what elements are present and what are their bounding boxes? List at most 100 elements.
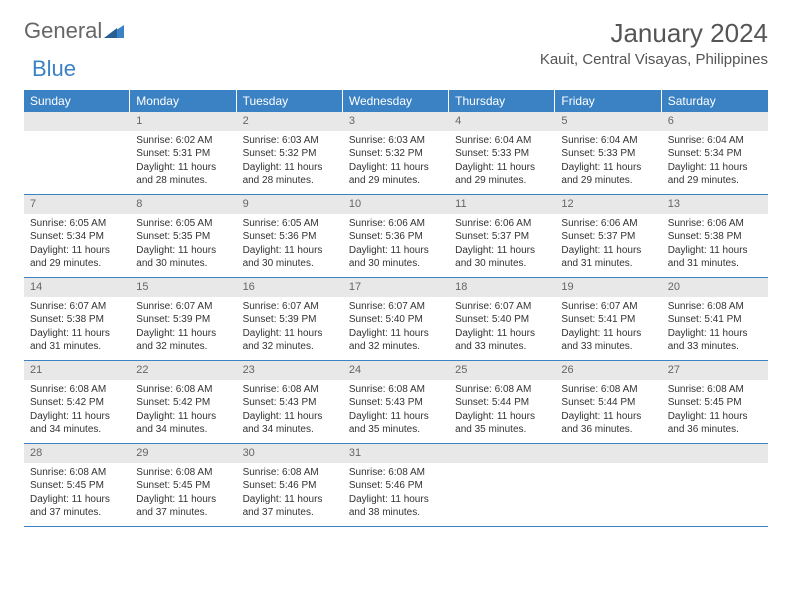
daylight-text: Daylight: 11 hours and 28 minutes. (243, 161, 337, 188)
daylight-text: Daylight: 11 hours and 28 minutes. (136, 161, 230, 188)
day-cell: 16Sunrise: 6:07 AMSunset: 5:39 PMDayligh… (237, 278, 343, 360)
sunset-text: Sunset: 5:36 PM (349, 230, 443, 244)
sunset-text: Sunset: 5:44 PM (561, 396, 655, 410)
sunset-text: Sunset: 5:46 PM (243, 479, 337, 493)
sunrise-text: Sunrise: 6:08 AM (30, 466, 124, 480)
day-content: Sunrise: 6:08 AMSunset: 5:45 PMDaylight:… (130, 463, 236, 524)
day-number (662, 444, 768, 463)
day-number: 13 (662, 195, 768, 214)
sunrise-text: Sunrise: 6:08 AM (668, 383, 762, 397)
day-number: 3 (343, 112, 449, 131)
day-cell: 21Sunrise: 6:08 AMSunset: 5:42 PMDayligh… (24, 361, 130, 443)
day-cell: 3Sunrise: 6:03 AMSunset: 5:32 PMDaylight… (343, 112, 449, 194)
sunrise-text: Sunrise: 6:06 AM (349, 217, 443, 231)
day-number: 10 (343, 195, 449, 214)
daylight-text: Daylight: 11 hours and 29 minutes. (30, 244, 124, 271)
day-content: Sunrise: 6:07 AMSunset: 5:40 PMDaylight:… (449, 297, 555, 358)
day-content: Sunrise: 6:04 AMSunset: 5:33 PMDaylight:… (449, 131, 555, 192)
day-content: Sunrise: 6:06 AMSunset: 5:37 PMDaylight:… (449, 214, 555, 275)
day-cell: 11Sunrise: 6:06 AMSunset: 5:37 PMDayligh… (449, 195, 555, 277)
sunrise-text: Sunrise: 6:07 AM (30, 300, 124, 314)
sunrise-text: Sunrise: 6:07 AM (455, 300, 549, 314)
sunset-text: Sunset: 5:36 PM (243, 230, 337, 244)
day-cell: 17Sunrise: 6:07 AMSunset: 5:40 PMDayligh… (343, 278, 449, 360)
sunset-text: Sunset: 5:43 PM (349, 396, 443, 410)
day-number (449, 444, 555, 463)
day-content: Sunrise: 6:04 AMSunset: 5:33 PMDaylight:… (555, 131, 661, 192)
day-content: Sunrise: 6:05 AMSunset: 5:36 PMDaylight:… (237, 214, 343, 275)
sunset-text: Sunset: 5:40 PM (455, 313, 549, 327)
sunset-text: Sunset: 5:37 PM (455, 230, 549, 244)
day-cell: 19Sunrise: 6:07 AMSunset: 5:41 PMDayligh… (555, 278, 661, 360)
day-number: 2 (237, 112, 343, 131)
day-number: 14 (24, 278, 130, 297)
day-number: 18 (449, 278, 555, 297)
sunset-text: Sunset: 5:44 PM (455, 396, 549, 410)
sunset-text: Sunset: 5:46 PM (349, 479, 443, 493)
sunset-text: Sunset: 5:37 PM (561, 230, 655, 244)
daylight-text: Daylight: 11 hours and 30 minutes. (136, 244, 230, 271)
sunrise-text: Sunrise: 6:08 AM (30, 383, 124, 397)
day-cell (24, 112, 130, 194)
sunset-text: Sunset: 5:45 PM (136, 479, 230, 493)
day-cell: 24 Sunrise: 6:08 AMSunset: 5:43 PMDayligh… (343, 361, 449, 443)
sunrise-text: Sunrise: 6:05 AM (136, 217, 230, 231)
day-cell: 28Sunrise: 6:08 AMSunset: 5:45 PMDayligh… (24, 444, 130, 526)
title-block: January 2024 Kauit, Central Visayas, Phi… (540, 18, 768, 68)
week-row: 28Sunrise: 6:08 AMSunset: 5:45 PMDayligh… (24, 444, 768, 527)
daylight-text: Daylight: 11 hours and 32 minutes. (349, 327, 443, 354)
day-content: Sunrise: 6:08 AMSunset: 5:43 PMDaylight:… (237, 380, 343, 441)
day-number: 28 (24, 444, 130, 463)
logo: General (24, 18, 124, 44)
sunrise-text: Sunrise: 6:08 AM (243, 466, 337, 480)
week-row: 1Sunrise: 6:02 AMSunset: 5:31 PMDaylight… (24, 112, 768, 195)
day-number: 25 (449, 361, 555, 380)
weekday-tuesday: Tuesday (237, 90, 343, 112)
daylight-text: Daylight: 11 hours and 30 minutes. (349, 244, 443, 271)
sunset-text: Sunset: 5:39 PM (243, 313, 337, 327)
day-number: 7 (24, 195, 130, 214)
daylight-text: Daylight: 11 hours and 35 minutes. (349, 410, 443, 437)
day-number: 9 (237, 195, 343, 214)
sunrise-text: Sunrise: 6:08 AM (349, 383, 443, 397)
day-number: 12 (555, 195, 661, 214)
week-row: 7Sunrise: 6:05 AMSunset: 5:34 PMDaylight… (24, 195, 768, 278)
daylight-text: Daylight: 11 hours and 33 minutes. (561, 327, 655, 354)
weekday-header-row: Sunday Monday Tuesday Wednesday Thursday… (24, 90, 768, 112)
daylight-text: Daylight: 11 hours and 37 minutes. (30, 493, 124, 520)
sunrise-text: Sunrise: 6:08 AM (561, 383, 655, 397)
weekday-monday: Monday (130, 90, 236, 112)
day-cell: 31Sunrise: 6:08 AMSunset: 5:46 PMDayligh… (343, 444, 449, 526)
sunrise-text: Sunrise: 6:08 AM (668, 300, 762, 314)
sunrise-text: Sunrise: 6:04 AM (455, 134, 549, 148)
day-content: Sunrise: 6:08 AMSunset: 5:45 PMDaylight:… (24, 463, 130, 524)
sunset-text: Sunset: 5:40 PM (349, 313, 443, 327)
day-cell: 20Sunrise: 6:08 AMSunset: 5:41 PMDayligh… (662, 278, 768, 360)
day-cell: 9Sunrise: 6:05 AMSunset: 5:36 PMDaylight… (237, 195, 343, 277)
day-cell: 14Sunrise: 6:07 AMSunset: 5:38 PMDayligh… (24, 278, 130, 360)
day-content: Sunrise: 6:03 AMSunset: 5:32 PMDaylight:… (343, 131, 449, 192)
day-content: Sunrise: 6:02 AMSunset: 5:31 PMDaylight:… (130, 131, 236, 192)
sunrise-text: Sunrise: 6:04 AM (668, 134, 762, 148)
daylight-text: Daylight: 11 hours and 31 minutes. (668, 244, 762, 271)
day-number: 4 (449, 112, 555, 131)
sunrise-text: Sunrise: 6:07 AM (561, 300, 655, 314)
location: Kauit, Central Visayas, Philippines (540, 51, 768, 68)
calendar: Sunday Monday Tuesday Wednesday Thursday… (24, 90, 768, 527)
sunrise-text: Sunrise: 6:04 AM (561, 134, 655, 148)
day-number: 6 (662, 112, 768, 131)
daylight-text: Daylight: 11 hours and 34 minutes. (136, 410, 230, 437)
daylight-text: Daylight: 11 hours and 35 minutes. (455, 410, 549, 437)
daylight-text: Daylight: 11 hours and 34 minutes. (30, 410, 124, 437)
daylight-text: Daylight: 11 hours and 30 minutes. (243, 244, 337, 271)
day-number: 23 (237, 361, 343, 380)
sunrise-text: Sunrise: 6:07 AM (136, 300, 230, 314)
sunset-text: Sunset: 5:33 PM (455, 147, 549, 161)
day-cell: 18Sunrise: 6:07 AMSunset: 5:40 PMDayligh… (449, 278, 555, 360)
day-cell: 1Sunrise: 6:02 AMSunset: 5:31 PMDaylight… (130, 112, 236, 194)
daylight-text: Daylight: 11 hours and 29 minutes. (455, 161, 549, 188)
daylight-text: Daylight: 11 hours and 29 minutes. (668, 161, 762, 188)
day-number: 27 (662, 361, 768, 380)
day-number: 15 (130, 278, 236, 297)
day-number: 24 (343, 361, 449, 380)
